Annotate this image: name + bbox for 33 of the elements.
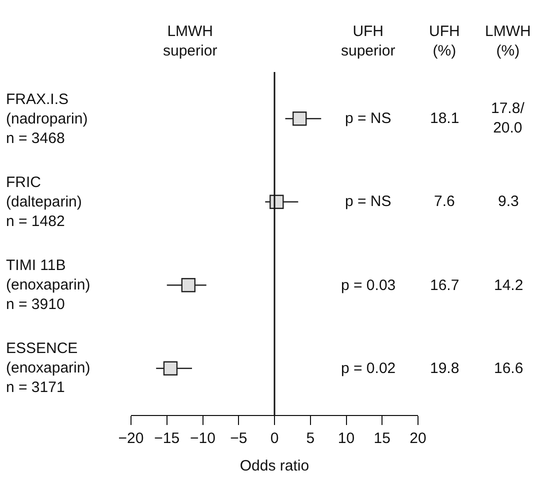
x-tick-label: −15 <box>154 430 180 448</box>
x-tick-label: 5 <box>306 430 315 448</box>
text: 16.7 <box>430 277 460 294</box>
annotation: p = 0.03 <box>341 277 396 294</box>
text: LMWH (%) <box>485 23 531 60</box>
text: 9.3 <box>498 193 519 210</box>
x-axis-title: Odds ratio <box>240 457 310 474</box>
text: 18.1 <box>430 110 460 127</box>
annotation: p = NS <box>345 193 392 210</box>
text: 7.6 <box>434 193 455 210</box>
x-tick-label: −20 <box>118 430 144 448</box>
x-tick-label: 10 <box>338 430 355 448</box>
text: 19.8 <box>430 360 460 377</box>
text: UFH (%) <box>429 23 460 60</box>
text: UFH superior <box>341 23 396 60</box>
text: 14.2 <box>494 277 524 294</box>
text: 16.6 <box>494 360 524 377</box>
text: LMWH superior <box>163 23 218 60</box>
y-tick-label: ESSENCE (enoxaparin) n = 3171 <box>6 340 90 396</box>
annotation: p = 0.02 <box>341 360 396 377</box>
y-tick-label: FRAX.I.S (nadroparin) n = 3468 <box>6 91 88 147</box>
text: 17.8/ 20.0 <box>491 100 526 136</box>
x-tick-label: 0 <box>270 430 279 448</box>
x-tick-label: −10 <box>190 430 216 448</box>
point <box>163 361 178 376</box>
x-tick-label: 20 <box>410 430 426 448</box>
x-tick-label: 15 <box>374 430 390 448</box>
point <box>292 112 307 126</box>
y-tick-label: TIMI 11B (enoxaparin) n = 3910 <box>6 257 90 313</box>
annotation: p = NS <box>345 110 392 127</box>
point <box>181 278 196 292</box>
y-tick-label: FRIC (dalteparin) n = 1482 <box>6 174 82 230</box>
x-tick-label: −5 <box>230 430 248 448</box>
